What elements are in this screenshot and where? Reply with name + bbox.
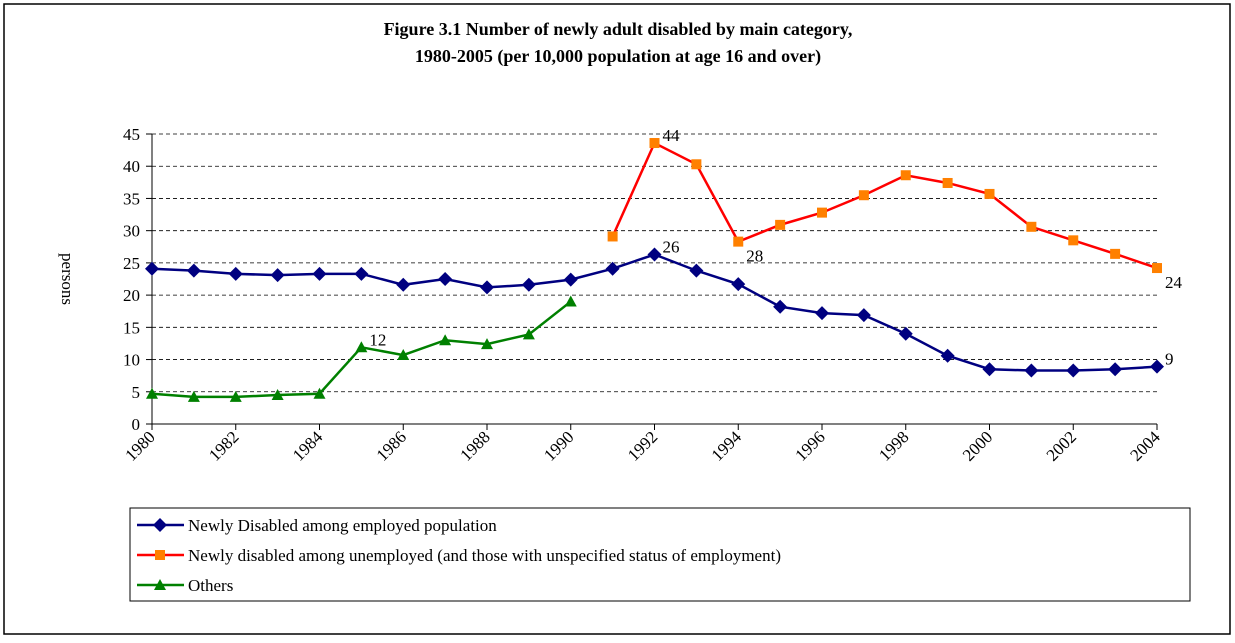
marker — [153, 518, 167, 532]
data-label: 9 — [1165, 350, 1174, 369]
marker — [858, 190, 869, 201]
marker — [1108, 362, 1123, 377]
marker — [522, 328, 535, 340]
marker — [773, 299, 788, 314]
marker — [521, 277, 536, 292]
marker — [900, 170, 911, 181]
marker — [1110, 248, 1121, 259]
marker — [1150, 359, 1164, 374]
marker — [563, 272, 578, 287]
marker — [731, 277, 746, 292]
marker — [228, 266, 243, 281]
marker — [312, 266, 327, 281]
marker — [1152, 263, 1162, 274]
y-tick-label: 40 — [123, 157, 140, 176]
marker — [397, 349, 410, 361]
marker — [229, 390, 242, 402]
chart-title: 1980-2005 (per 10,000 population at age … — [415, 46, 821, 67]
marker — [355, 341, 368, 353]
marker — [480, 280, 494, 295]
y-tick-label: 35 — [123, 189, 140, 208]
data-label: 44 — [663, 126, 681, 145]
marker — [313, 387, 326, 399]
marker — [270, 268, 285, 283]
marker — [817, 207, 827, 218]
marker — [984, 188, 995, 199]
marker — [898, 326, 913, 341]
y-axis-label: persons — [58, 253, 77, 305]
marker — [649, 138, 660, 149]
marker — [856, 308, 871, 323]
marker — [605, 261, 620, 276]
y-tick-label: 0 — [132, 415, 141, 434]
marker — [775, 219, 786, 230]
legend-label: Newly disabled among unemployed (and tho… — [188, 546, 781, 565]
y-tick-label: 25 — [123, 254, 140, 273]
marker — [1068, 235, 1079, 246]
marker — [733, 236, 744, 247]
marker — [647, 247, 662, 262]
marker — [940, 348, 955, 363]
marker — [186, 263, 201, 278]
marker — [146, 387, 158, 399]
data-label: 26 — [663, 238, 680, 257]
y-tick-label: 20 — [123, 286, 140, 305]
y-tick-label: 15 — [123, 318, 140, 337]
marker — [815, 306, 829, 321]
data-label: 28 — [746, 247, 763, 266]
marker — [942, 177, 953, 188]
y-tick-label: 30 — [123, 222, 140, 241]
legend-label: Others — [188, 576, 233, 595]
chart-title: Figure 3.1 Number of newly adult disable… — [384, 19, 853, 39]
marker — [145, 261, 159, 276]
marker — [438, 272, 453, 286]
marker — [154, 579, 166, 590]
marker — [439, 334, 452, 346]
marker — [564, 295, 577, 307]
marker — [155, 550, 165, 560]
data-label: 24 — [1165, 273, 1183, 292]
y-tick-label: 5 — [132, 383, 141, 402]
marker — [1024, 363, 1039, 378]
marker — [607, 231, 618, 242]
marker — [691, 159, 702, 170]
legend-label: Newly Disabled among employed population — [188, 516, 497, 535]
marker — [982, 362, 997, 377]
data-label: 12 — [369, 330, 386, 349]
marker — [1066, 363, 1081, 378]
marker — [396, 277, 411, 292]
marker — [271, 389, 284, 400]
marker — [354, 266, 369, 281]
y-tick-label: 45 — [123, 125, 140, 144]
y-tick-label: 10 — [123, 351, 140, 370]
marker — [689, 263, 704, 278]
marker — [481, 338, 493, 350]
marker — [1026, 221, 1037, 232]
legend — [129, 507, 1191, 602]
marker — [187, 390, 200, 402]
series-line — [611, 141, 1158, 270]
